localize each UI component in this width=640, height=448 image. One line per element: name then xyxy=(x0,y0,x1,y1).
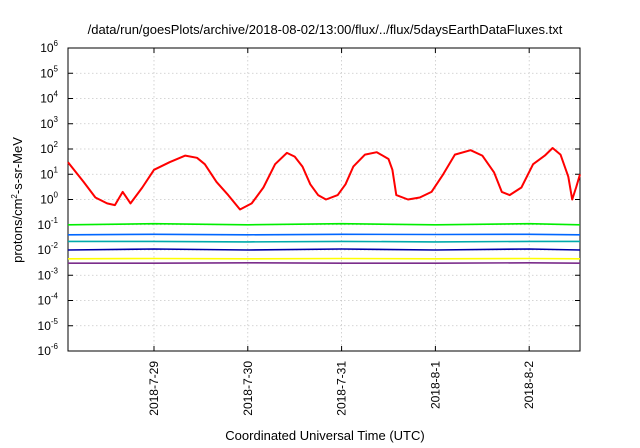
y-tick-base: 10 xyxy=(40,193,54,207)
y-tick-exponent: -6 xyxy=(51,342,59,351)
y-tick-base: 10 xyxy=(40,117,54,131)
series-line xyxy=(67,222,581,226)
y-tick-exponent: -1 xyxy=(51,216,59,225)
y-tick-base: 10 xyxy=(38,344,52,358)
y-tick-exponent: 1 xyxy=(54,165,59,174)
y-tick-label: 104 xyxy=(40,90,58,106)
y-tick-exponent: 3 xyxy=(54,115,59,124)
series-layer xyxy=(67,147,581,265)
y-tick-label: 10-5 xyxy=(38,317,59,333)
series-line xyxy=(68,240,580,243)
y-tick-label: 10-6 xyxy=(38,342,59,358)
y-tick-base: 10 xyxy=(38,243,52,257)
y-tick-label: 10-4 xyxy=(38,292,59,308)
x-tick-label: 2018-8-2 xyxy=(522,361,536,409)
y-tick-base: 10 xyxy=(40,142,54,156)
y-tick-base: 10 xyxy=(38,319,52,333)
y-tick-exponent: -5 xyxy=(51,317,59,326)
y-tick-label: 10-3 xyxy=(38,266,59,282)
y-tick-label: 106 xyxy=(40,39,58,55)
x-axis-title: Coordinated Universal Time (UTC) xyxy=(225,428,424,443)
y-tick-label: 102 xyxy=(40,140,58,156)
y-tick-exponent: 4 xyxy=(54,90,59,99)
y-tick-base: 10 xyxy=(38,268,52,282)
y-tick-label: 100 xyxy=(40,191,58,207)
y-tick-exponent: 2 xyxy=(54,140,59,149)
y-tick-base: 10 xyxy=(40,66,54,80)
y-tick-base: 10 xyxy=(40,92,54,106)
y-tick-label: 103 xyxy=(40,115,58,131)
y-tick-base: 10 xyxy=(38,218,52,232)
y-axis-title-sup: 2 xyxy=(10,194,19,199)
y-axis-ticks: 10610510410310210110010-110-210-310-410-… xyxy=(38,39,580,358)
y-axis-title-rest: -s-sr-MeV xyxy=(10,137,25,194)
y-axis-title-base: protons/cm xyxy=(10,199,25,263)
y-tick-exponent: -2 xyxy=(51,241,59,250)
series-line xyxy=(67,248,581,251)
series-line xyxy=(67,233,581,236)
x-tick-label: 2018-7-31 xyxy=(335,361,349,416)
x-axis-ticks: 2018-7-29 2018-7-30 2018-7-31 2018-8-1 2018-… xyxy=(147,48,536,416)
y-tick-exponent: 0 xyxy=(54,191,59,200)
y-tick-base: 10 xyxy=(38,294,52,308)
x-tick-label: 2018-8-1 xyxy=(428,361,442,409)
y-tick-label: 10-2 xyxy=(38,241,59,257)
y-tick-exponent: 5 xyxy=(54,64,59,73)
y-tick-label: 10-1 xyxy=(38,216,59,232)
y-tick-base: 10 xyxy=(40,41,54,55)
y-tick-label: 101 xyxy=(40,165,58,181)
y-tick-exponent: 6 xyxy=(54,39,59,48)
y-tick-exponent: -3 xyxy=(51,266,59,275)
x-tick-label: 2018-7-30 xyxy=(241,361,255,416)
y-tick-base: 10 xyxy=(40,167,54,181)
chart-title: /data/run/goesPlots/archive/2018-08-02/1… xyxy=(88,22,563,37)
y-tick-exponent: -4 xyxy=(51,292,59,301)
x-tick-label: 2018-7-29 xyxy=(147,361,161,416)
y-axis-title: protons/cm2-s-sr-MeV xyxy=(10,137,25,263)
series-line xyxy=(67,147,581,211)
y-tick-label: 105 xyxy=(40,64,58,80)
